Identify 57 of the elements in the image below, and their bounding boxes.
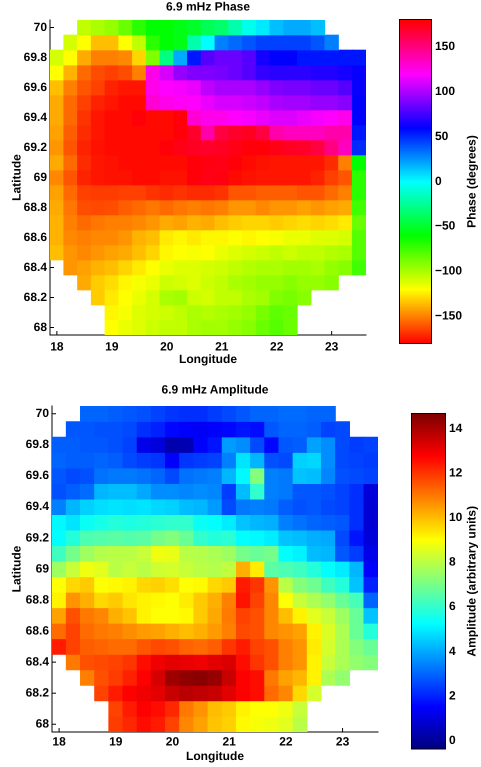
x-tick-label: 23 (336, 734, 350, 749)
x-tick-label: 23 (324, 340, 339, 354)
y-tick-label: 69 (34, 170, 48, 184)
y-tick-label: 68.4 (24, 260, 48, 274)
x-tick-label: 19 (105, 340, 119, 354)
y-tick-label: 70 (36, 406, 50, 420)
y-tick-label: 69.2 (26, 530, 50, 544)
x-tick-label: 21 (215, 340, 229, 354)
x-tick-label: 20 (160, 340, 174, 354)
y-axis-title: Latitude (10, 154, 24, 201)
color-bar-label: 6 (449, 599, 456, 614)
y-tick-label: 69 (36, 561, 50, 576)
color-bar-label: 4 (449, 644, 456, 658)
y-tick-label: 69.6 (24, 80, 48, 94)
x-axis-title: Longitude (186, 749, 244, 764)
y-tick-label: 69.6 (26, 468, 50, 482)
x-tick-label: 18 (52, 734, 66, 749)
color-bar-label: −150 (435, 308, 462, 322)
y-tick-label: 70 (34, 20, 48, 34)
y-tick-label: 68.2 (24, 290, 48, 304)
color-bar-label: 12 (449, 465, 463, 480)
y-tick-label: 69.2 (24, 140, 48, 154)
y-tick-label: 68 (36, 716, 50, 731)
color-bar-label: 8 (449, 554, 456, 569)
color-bar-label: 14 (449, 420, 463, 435)
color-bar-label: −50 (435, 218, 456, 233)
y-tick-label: 68.6 (24, 230, 48, 244)
x-tick-label: 22 (270, 340, 284, 354)
x-tick-label: 19 (109, 734, 123, 749)
chart-title: 6.9 mHz Phase (166, 0, 250, 14)
color-bar-label: 10 (449, 510, 463, 524)
y-tick-label: 69.8 (24, 50, 48, 64)
x-tick-label: 22 (279, 734, 293, 749)
x-axis-title: Longitude (179, 352, 238, 366)
y-tick-label: 68.8 (24, 200, 48, 214)
y-tick-label: 68.6 (26, 623, 50, 638)
y-tick-label: 69.4 (24, 110, 48, 124)
y-tick-label: 69.4 (26, 499, 50, 514)
y-tick-label: 68 (34, 320, 48, 334)
color-bar-label: 100 (435, 84, 456, 98)
chart-title: 6.9 mHz Amplitude (162, 382, 269, 397)
x-tick-label: 21 (222, 734, 236, 749)
y-axis-title: Latitude (10, 545, 24, 592)
color-bar-title: Phase (degrees) (464, 135, 478, 228)
color-bar-label: 50 (435, 128, 449, 143)
x-tick-label: 20 (166, 734, 180, 749)
color-bar-title: Amplitude (arbitrary units) (464, 506, 478, 657)
color-bar-label: 0 (435, 174, 442, 188)
y-tick-label: 68.4 (26, 654, 50, 668)
y-tick-label: 68.8 (26, 592, 50, 606)
color-bar-label: −100 (435, 264, 462, 278)
y-tick-label: 68.2 (26, 686, 50, 700)
color-bar-label: 150 (435, 39, 456, 54)
color-bar-label: 2 (449, 688, 456, 702)
x-tick-label: 18 (50, 340, 64, 354)
y-tick-label: 69.8 (26, 437, 50, 452)
color-bar-label: 0 (449, 733, 456, 748)
